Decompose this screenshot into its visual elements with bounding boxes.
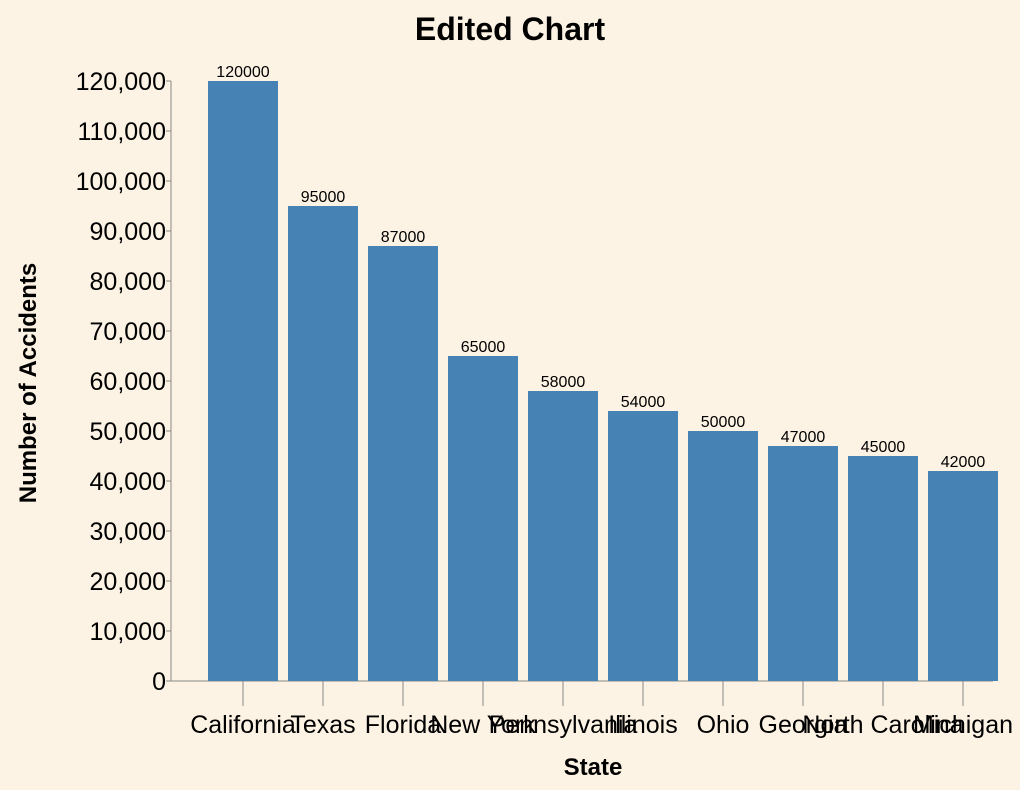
x-tick-label: California — [190, 711, 296, 739]
bar — [208, 81, 278, 681]
bar — [928, 471, 998, 681]
x-tick-label: Florida — [365, 711, 442, 739]
data-label: 95000 — [301, 189, 346, 206]
y-tick-label: 20,000 — [90, 568, 166, 596]
x-axis-title: State — [564, 754, 623, 781]
y-tick-label: 70,000 — [90, 318, 166, 346]
data-label: 58000 — [541, 374, 586, 391]
data-label: 54000 — [621, 394, 666, 411]
y-tick-label: 10,000 — [90, 618, 166, 646]
y-tick-label: 120,000 — [76, 68, 166, 96]
y-tick-label: 80,000 — [90, 268, 166, 296]
data-label: 42000 — [941, 454, 986, 471]
bar — [528, 391, 598, 681]
data-label: 50000 — [701, 414, 746, 431]
y-tick-label: 100,000 — [76, 168, 166, 196]
y-tick-label: 40,000 — [90, 468, 166, 496]
data-labels-group: 120000 95000 87000 65000 58000 54000 50000 4700… — [216, 64, 985, 471]
bar — [688, 431, 758, 681]
bar — [608, 411, 678, 681]
y-tick-label: 110,000 — [77, 118, 166, 146]
y-tick-label: 30,000 — [90, 518, 166, 546]
data-label: 47000 — [781, 429, 826, 446]
y-axis-title: Number of Accidents — [15, 263, 42, 503]
bar — [448, 356, 518, 681]
x-tick-label: Pennsylvania — [489, 711, 638, 739]
y-tick-label: 90,000 — [90, 218, 166, 246]
data-label: 45000 — [861, 439, 906, 456]
data-label: 87000 — [381, 229, 426, 246]
chart-title: Edited Chart — [415, 11, 606, 47]
data-label: 65000 — [461, 339, 506, 356]
data-label: 120000 — [216, 64, 269, 81]
y-tick-label: 50,000 — [90, 418, 166, 446]
bar — [368, 246, 438, 681]
bar — [288, 206, 358, 681]
x-tick-label: Michigan — [913, 711, 1013, 739]
x-tick-label: Illinois — [608, 711, 677, 739]
bar — [848, 456, 918, 681]
y-axis: 0 10,000 20,000 30,000 40,000 50,000 60,000 70,… — [76, 68, 172, 696]
x-tick-label: New York — [430, 711, 536, 739]
x-tick-label: North Carolina — [802, 711, 963, 739]
x-tick-label: Georgia — [759, 711, 848, 739]
bars-group — [208, 81, 998, 681]
bar — [768, 446, 838, 681]
y-tick-label: 0 — [152, 668, 166, 696]
x-tick-label: Ohio — [697, 711, 750, 739]
x-tick-label: Texas — [290, 711, 355, 739]
y-tick-label: 60,000 — [90, 368, 166, 396]
